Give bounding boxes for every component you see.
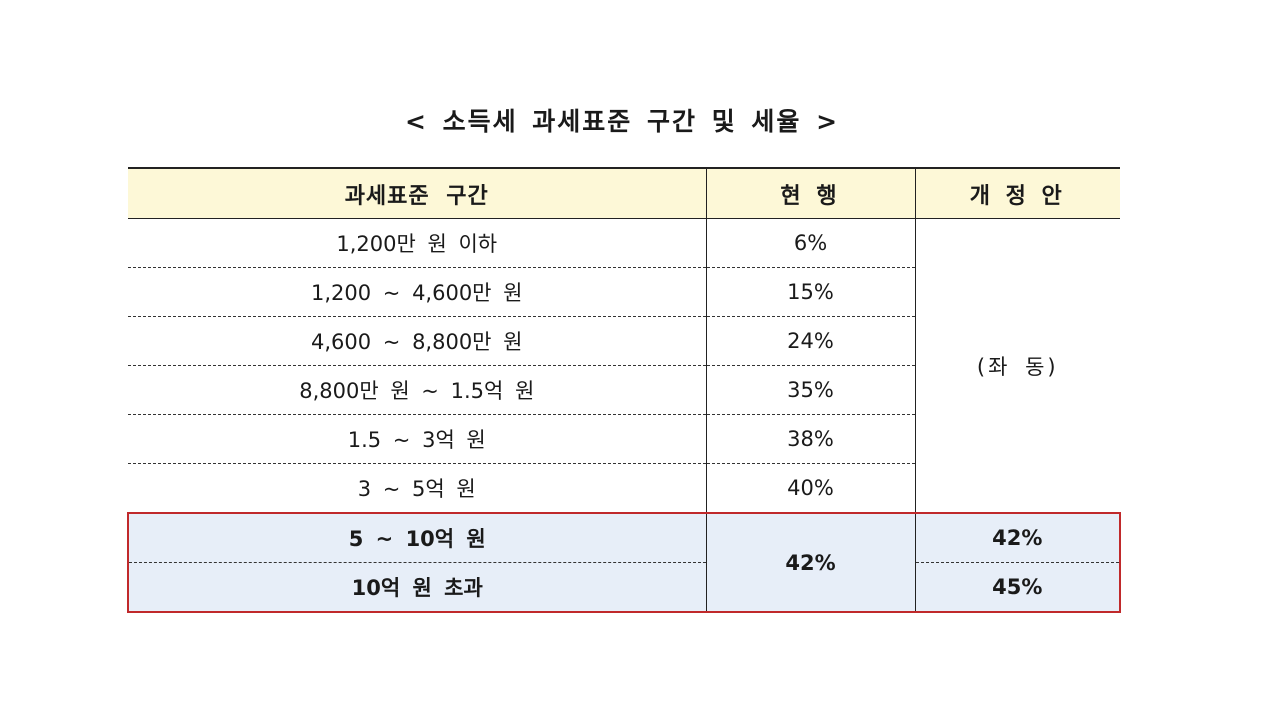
bracket-cell-highlighted: 5 ~ 10억 원 (127, 512, 706, 563)
table-row: 4,600 ~ 8,800만 원 24% (128, 316, 1120, 366)
highlighted-row: 5 ~ 10억 원 42% 42% (127, 512, 1121, 613)
header-bracket: 과세표준 구간 (128, 167, 706, 219)
proposal-rate-cell: 42% (914, 512, 1121, 563)
bracket-cell: 1,200만 원 이하 (128, 218, 706, 268)
header-row: 과세표준 구간 현 행 개 정 안 (128, 167, 1120, 219)
table-row: 1.5 ~ 3억 원 38% (128, 414, 1120, 464)
proposal-rate-cell: 45% (914, 562, 1121, 613)
table-row: 1,200 ~ 4,600만 원 15% (128, 267, 1120, 317)
bracket-cell: 3 ~ 5억 원 (357, 477, 476, 501)
bracket-cell: 4,600 ~ 8,800만 원 (128, 316, 706, 366)
table-row: 8,800만 원 ~ 1.5억 원 35% (128, 365, 1120, 415)
current-rate-cell: 24% (705, 316, 915, 366)
current-rate-cell: 40% (705, 463, 915, 513)
table-row: 3 ~ 5억 원 40% (128, 463, 1120, 513)
header-current: 현 행 (705, 167, 915, 219)
table-title: < 소득세 과세표준 구간 및 세율 > (404, 107, 840, 136)
bracket-cell: 1.5 ~ 3억 원 (128, 414, 706, 464)
bracket-cell: 8,800만 원 ~ 1.5억 원 (128, 365, 706, 415)
current-rate-cell: 35% (705, 365, 915, 415)
proposal-same-cell: (좌 동) (914, 218, 1120, 513)
tax-rate-table: 과세표준 구간 현 행 개 정 안 1,200만 원 이하 6% (좌 동) 1… (127, 167, 1121, 613)
bracket-cell-highlighted: 10억 원 초과 (127, 562, 706, 613)
current-rate-merged-cell: 42% (705, 512, 915, 613)
current-rate-cell: 15% (705, 267, 915, 317)
header-proposal: 개 정 안 (914, 167, 1120, 219)
current-rate-cell: 6% (705, 218, 915, 268)
highlighted-row: 10억 원 초과 45% (127, 562, 1121, 613)
bracket-cell: 1,200 ~ 4,600만 원 (128, 267, 706, 317)
current-rate-cell: 38% (705, 414, 915, 464)
table-row: 1,200만 원 이하 6% (좌 동) (128, 218, 1120, 513)
